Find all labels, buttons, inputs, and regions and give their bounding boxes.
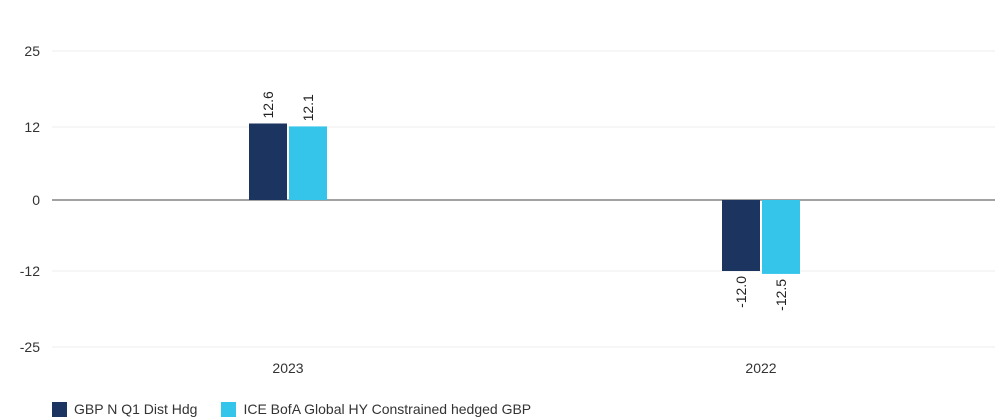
bars — [249, 123, 800, 274]
data-label-benchmark-2022: -12.5 — [773, 279, 789, 311]
bar-benchmark-2022 — [762, 200, 800, 274]
legend-label-benchmark: ICE BofA Global HY Constrained hedged GB… — [243, 401, 532, 417]
x-axis-categories: 2023 2022 — [272, 360, 776, 376]
data-label-fund-2023: 12.6 — [260, 91, 276, 118]
y-tick-label: -12 — [20, 263, 40, 279]
legend-swatch-benchmark — [221, 401, 237, 417]
y-tick-label: 0 — [32, 192, 40, 208]
data-labels: 12.6 12.1 -12.0 -12.5 — [260, 91, 789, 311]
data-label-benchmark-2023: 12.1 — [300, 94, 316, 121]
legend-label-fund: GBP N Q1 Dist Hdg — [74, 401, 198, 417]
y-tick-label: 25 — [24, 43, 40, 59]
bar-benchmark-2023 — [289, 126, 327, 200]
x-category-label: 2023 — [272, 360, 303, 376]
legend: GBP N Q1 Dist Hdg ICE BofA Global HY Con… — [52, 399, 531, 419]
y-tick-label: 12 — [24, 119, 40, 135]
y-tick-label: -25 — [20, 339, 40, 355]
y-axis-ticks: 25 12 0 -12 -25 — [20, 43, 40, 355]
gridlines — [52, 50, 995, 348]
legend-item-fund: GBP N Q1 Dist Hdg — [52, 401, 197, 417]
data-label-fund-2022: -12.0 — [733, 276, 749, 308]
bar-chart: 25 12 0 -12 -25 12.6 12.1 -12.0 -12.5 2023 2022 — [20, 43, 995, 376]
x-category-label: 2022 — [745, 360, 776, 376]
bar-fund-2022 — [722, 200, 760, 271]
legend-swatch-fund — [52, 401, 67, 417]
legend-item-benchmark: ICE BofA Global HY Constrained hedged GB… — [221, 401, 531, 417]
bar-fund-2023 — [249, 123, 287, 200]
